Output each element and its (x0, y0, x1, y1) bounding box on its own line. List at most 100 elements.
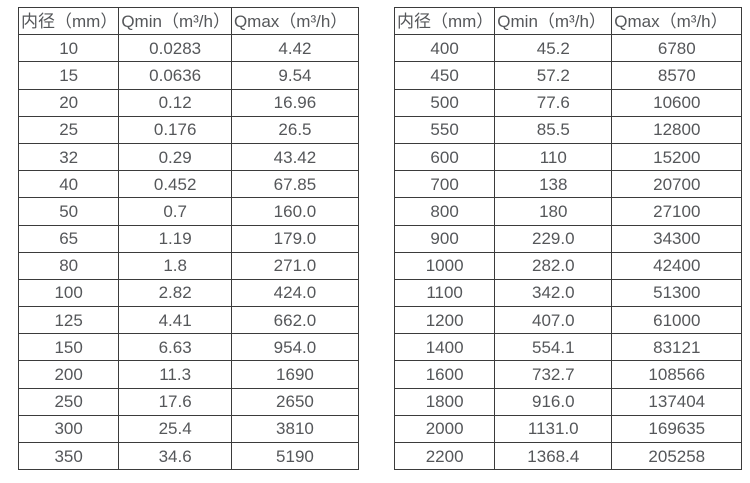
table-cell: 271.0 (230, 251, 359, 280)
table-cell: 12800 (611, 115, 743, 144)
table-cell: 350 (17, 441, 120, 471)
table-cell: 138 (494, 170, 613, 199)
table-cell: 27100 (611, 197, 743, 226)
table-row: 200 11.3 1690 (17, 360, 359, 389)
table-row: 50 0.7 160.0 (17, 197, 359, 226)
table-row: 1800 916.0 137404 (393, 387, 743, 416)
table-cell: 450 (393, 61, 496, 90)
table-row: 800 180 27100 (393, 197, 743, 226)
table-cell: 42400 (611, 251, 743, 280)
table-row: 1600 732.7 108566 (393, 360, 743, 389)
table-row: 1400 554.1 83121 (393, 333, 743, 362)
table-row: 1000 282.0 42400 (393, 251, 743, 280)
table-cell: 900 (393, 224, 496, 253)
table-row: 40 0.452 67.85 (17, 170, 359, 199)
table-cell: 51300 (611, 278, 743, 308)
table-cell: 11.3 (118, 360, 232, 389)
table-cell: 205258 (611, 441, 743, 471)
table-cell: 179.0 (230, 224, 359, 253)
table-cell: 6.63 (118, 333, 232, 362)
table-row: 20 0.12 16.96 (17, 88, 359, 117)
table-row: 400 45.2 6780 (393, 34, 743, 63)
table-cell: 10 (17, 34, 120, 63)
table-row: 15 0.0636 9.54 (17, 61, 359, 90)
table-cell: 800 (393, 197, 496, 226)
table-row: 2200 1368.4 205258 (393, 441, 743, 471)
table-cell: 300 (17, 414, 120, 444)
table-cell: 0.452 (118, 170, 232, 199)
flow-table-large-diameters: 内径（mm） Qmin（m³/h） Qmax（m³/h） 400 45.2 6780 45… (393, 6, 743, 471)
table-cell: 67.85 (230, 170, 359, 199)
table-cell: 1.8 (118, 251, 232, 280)
table-row: 450 57.2 8570 (393, 61, 743, 90)
flow-table-small-diameters: 内径（mm） Qmin（m³/h） Qmax（m³/h） 10 0.0283 4.42 1… (17, 6, 359, 471)
table-cell: 83121 (611, 333, 743, 362)
flow-rate-tables-container: 内径（mm） Qmin（m³/h） Qmax（m³/h） 10 0.0283 4.42 1… (17, 6, 743, 471)
table-cell: 15200 (611, 142, 743, 172)
table-cell: 400 (393, 34, 496, 63)
table-row: 250 17.6 2650 (17, 387, 359, 416)
table-cell: 26.5 (230, 115, 359, 144)
table-cell: 1200 (393, 306, 496, 335)
table-cell: 0.176 (118, 115, 232, 144)
table-row: 600 110 15200 (393, 142, 743, 172)
table-cell: 16.96 (230, 88, 359, 117)
table-cell: 8570 (611, 61, 743, 90)
table-cell: 20700 (611, 170, 743, 199)
table-cell: 10600 (611, 88, 743, 117)
table-row: 32 0.29 43.42 (17, 142, 359, 172)
table-cell: 550 (393, 115, 496, 144)
table-cell: 61000 (611, 306, 743, 335)
table-cell: 108566 (611, 360, 743, 389)
table-cell: 125 (17, 306, 120, 335)
table-cell: 45.2 (494, 34, 613, 63)
table-cell: 1000 (393, 251, 496, 280)
table-cell: 150 (17, 333, 120, 362)
table-cell: 2.82 (118, 278, 232, 308)
table-cell: 407.0 (494, 306, 613, 335)
table-cell: 17.6 (118, 387, 232, 416)
table-row: 65 1.19 179.0 (17, 224, 359, 253)
table-cell: 1.19 (118, 224, 232, 253)
table-cell: 1690 (230, 360, 359, 389)
table-cell: 424.0 (230, 278, 359, 308)
table-row: 300 25.4 3810 (17, 414, 359, 444)
table-cell: 1600 (393, 360, 496, 389)
table-cell: 600 (393, 142, 496, 172)
table-cell: 25 (17, 115, 120, 144)
col-header-qmin: Qmin（m³/h） (494, 6, 613, 36)
table-row: 1200 407.0 61000 (393, 306, 743, 335)
table-cell: 137404 (611, 387, 743, 416)
table-cell: 732.7 (494, 360, 613, 389)
table-row: 25 0.176 26.5 (17, 115, 359, 144)
table-cell: 80 (17, 251, 120, 280)
table-cell: 110 (494, 142, 613, 172)
table-cell: 1800 (393, 387, 496, 416)
table-cell: 34300 (611, 224, 743, 253)
col-header-qmax: Qmax（m³/h） (611, 6, 743, 36)
table-cell: 65 (17, 224, 120, 253)
table-cell: 1100 (393, 278, 496, 308)
table-cell: 57.2 (494, 61, 613, 90)
table-cell: 4.42 (230, 34, 359, 63)
table-cell: 1400 (393, 333, 496, 362)
table-cell: 282.0 (494, 251, 613, 280)
table-cell: 200 (17, 360, 120, 389)
table-cell: 20 (17, 88, 120, 117)
table-cell: 40 (17, 170, 120, 199)
table-cell: 34.6 (118, 441, 232, 471)
table-cell: 9.54 (230, 61, 359, 90)
table-row: 550 85.5 12800 (393, 115, 743, 144)
table-cell: 0.7 (118, 197, 232, 226)
table-cell: 32 (17, 142, 120, 172)
table-cell: 50 (17, 197, 120, 226)
table-cell: 5190 (230, 441, 359, 471)
table-cell: 3810 (230, 414, 359, 444)
table-cell: 15 (17, 61, 120, 90)
table-cell: 25.4 (118, 414, 232, 444)
table-cell: 0.12 (118, 88, 232, 117)
table-cell: 0.0636 (118, 61, 232, 90)
table-cell: 954.0 (230, 333, 359, 362)
col-header-inner-diameter: 内径（mm） (393, 6, 496, 36)
table-row: 1100 342.0 51300 (393, 278, 743, 308)
